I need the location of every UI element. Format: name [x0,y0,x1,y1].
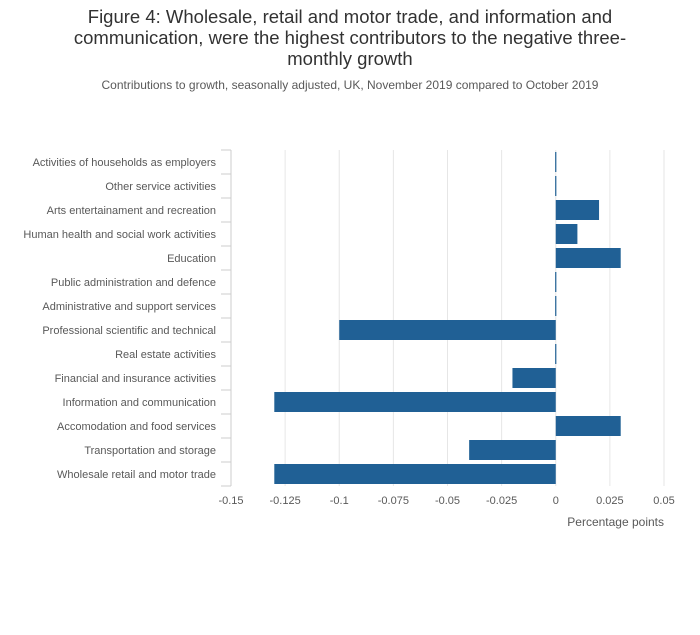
x-tick-label: -0.025 [486,495,517,507]
category-label: Professional scientific and technical [42,325,216,337]
category-label: Human health and social work activities [23,229,216,241]
category-label: Arts entertainament and recreation [47,205,216,217]
category-labels: Activities of households as employers Oth… [23,157,216,481]
bar [274,464,556,484]
chart-title-line: monthly growth [287,48,413,69]
category-label: Education [167,253,216,265]
bar [555,248,621,268]
category-label: Real estate activities [115,349,216,361]
category-label: Wholesale retail and motor trade [57,469,216,481]
x-axis-ticks: -0.15 -0.125 -0.1 -0.075 -0.05 -0.025 0 0.025 0.… [218,495,674,507]
x-tick-label: -0.05 [435,495,460,507]
x-axis-title: Percentage points [567,515,664,529]
x-tick-label: -0.075 [378,495,409,507]
category-label: Accomodation and food services [57,421,216,433]
bar [512,368,556,388]
x-tick-label: 0.025 [596,495,624,507]
bar [555,200,600,220]
x-tick-label: 0 [553,495,559,507]
chart-title-line: communication, were the highest contribu… [73,27,627,48]
bar [469,440,556,460]
chart-subtitle: Contributions to growth, seasonally adju… [101,78,599,92]
category-label: Transportation and storage [84,445,216,457]
bar [555,416,621,436]
bar [555,272,557,292]
bar [555,296,557,316]
x-tick-label: -0.125 [270,495,301,507]
bar [555,224,578,244]
y-axis [221,149,232,487]
category-label: Financial and insurance activities [55,373,217,385]
chart-title: Figure 4: Wholesale, retail and motor tr… [20,6,680,69]
x-tick-label: 0.05 [653,495,674,507]
category-label: Other service activities [105,181,216,193]
x-tick-label: -0.15 [218,495,243,507]
x-tick-label: -0.1 [330,495,349,507]
category-label: Administrative and support services [42,301,216,313]
bar [274,392,556,412]
bars [274,152,621,484]
category-label: Public administration and defence [51,277,216,289]
bar [555,344,557,364]
bar [339,320,556,340]
category-label: Information and communication [63,397,216,409]
bar [555,176,557,196]
category-label: Activities of households as employers [33,157,217,169]
bar [555,152,557,172]
chart-title-line: Figure 4: Wholesale, retail and motor tr… [87,6,613,27]
